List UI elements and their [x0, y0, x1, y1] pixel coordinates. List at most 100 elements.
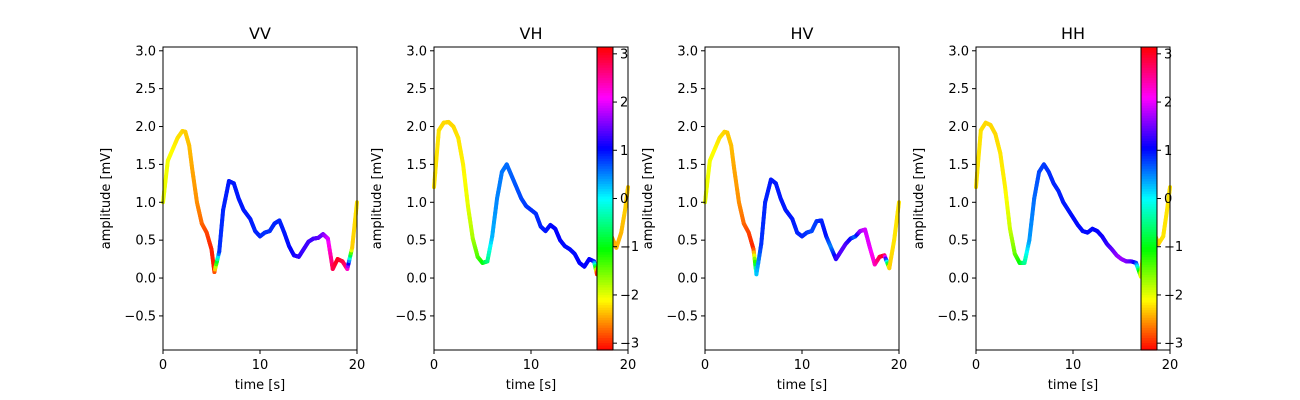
colorbar-band [1141, 218, 1157, 222]
y-tick-label: 0.5 [948, 234, 969, 249]
colorbar-band [1141, 299, 1157, 303]
colorbar-band [597, 322, 613, 326]
x-tick-label: 0 [430, 358, 438, 373]
colorbar-band [1141, 221, 1157, 225]
colorbar-band [1141, 339, 1157, 344]
y-axis-label: amplitude [mV] [370, 148, 385, 250]
colorbar-band [597, 69, 613, 73]
colorbar-tick-label: −3 [1164, 337, 1183, 352]
colorbar-band [1141, 64, 1157, 68]
x-tick-label: 0 [972, 358, 980, 373]
colorbar-band [597, 211, 613, 215]
colorbar-band [597, 271, 613, 275]
colorbar-band [597, 115, 613, 119]
colorbar-tick-label: −2 [620, 288, 639, 303]
y-tick-label: −0.5 [666, 309, 698, 324]
colorbar-band [1141, 238, 1157, 243]
colorbar-band [1141, 251, 1157, 255]
colorbar-band [1141, 54, 1157, 58]
y-tick-label: 1.5 [948, 158, 969, 173]
colorbar-band [1141, 57, 1157, 61]
colorbar-band [1141, 170, 1157, 174]
colorbar-band [1141, 148, 1157, 152]
colorbar-band [597, 190, 613, 195]
colorbar-band [597, 334, 613, 338]
colorbar-band [597, 117, 613, 121]
colorbar-tick-label: −1 [620, 240, 639, 255]
x-tick-label: 10 [794, 358, 811, 373]
colorbar-band [1141, 183, 1157, 187]
colorbar-band [1141, 296, 1157, 301]
colorbar-band [1141, 241, 1157, 245]
colorbar-band [1141, 82, 1157, 86]
x-tick-label: 20 [349, 358, 366, 373]
panel-hv: HV −0.5 0.0 0.5 1.0 1.5 2.0 2.5 3.0 0 10 20 time [s]… [641, 24, 907, 393]
colorbar-band [597, 344, 613, 349]
y-tick-label: 2.0 [948, 120, 969, 135]
colorbar-band [597, 329, 613, 333]
colorbar-band [597, 276, 613, 280]
colorbar-band [1141, 107, 1157, 111]
y-tick-label: 0.5 [677, 234, 698, 249]
colorbar-band [1141, 77, 1157, 81]
colorbar-band [597, 155, 613, 159]
x-axis-label: time [s] [777, 378, 827, 393]
colorbar-band [1141, 137, 1157, 142]
colorbar-band [597, 59, 613, 63]
colorbar-band [1141, 261, 1157, 265]
colorbar-band [597, 206, 613, 210]
colorbar-band [1141, 117, 1157, 121]
colorbar-band [597, 266, 613, 270]
colorbar-band [1141, 201, 1157, 205]
y-tick-label: 0.0 [677, 272, 698, 287]
colorbar-band [1141, 254, 1157, 258]
axes-frame [704, 46, 900, 351]
colorbar-band [597, 243, 613, 248]
colorbar-band [1141, 72, 1157, 76]
colorbar-band [597, 183, 613, 187]
y-tick-label: 0.0 [948, 272, 969, 287]
colorbar-band [597, 279, 613, 283]
colorbar-band [597, 100, 613, 104]
colorbar-band [1141, 322, 1157, 326]
colorbar-tick-label: −2 [1164, 288, 1183, 303]
colorbar-band [597, 120, 613, 124]
colorbar-band [1141, 115, 1157, 119]
y-tick-label: 1.0 [135, 196, 156, 211]
colorbar-band [597, 140, 613, 144]
panel-title: VH [520, 24, 543, 43]
colorbar-band [1141, 127, 1157, 131]
x-axis-label: time [s] [506, 378, 556, 393]
colorbar-band [1141, 347, 1157, 351]
colorbar-band [597, 72, 613, 76]
colorbar-band [597, 130, 613, 134]
colorbar-band [597, 233, 613, 237]
colorbar-band [597, 226, 613, 230]
colorbar-band [597, 105, 613, 109]
y-tick-label: 2.5 [135, 82, 156, 97]
colorbar-band [597, 89, 613, 94]
colorbar-band [597, 281, 613, 285]
panel-title: HV [791, 24, 814, 43]
y-tick-label: 1.5 [135, 158, 156, 173]
axes-frame [162, 46, 358, 351]
colorbar-band [1141, 97, 1157, 101]
colorbar: −3 −2 −1 0 1 2 3 [1140, 46, 1183, 352]
colorbar-band [1141, 160, 1157, 164]
colorbar-band [1141, 236, 1157, 240]
colorbar-band [597, 309, 613, 313]
colorbar-band [1141, 211, 1157, 215]
colorbar-band [1141, 130, 1157, 134]
colorbar-band [597, 254, 613, 258]
colorbar-band [597, 198, 613, 202]
x-tick-label: 10 [523, 358, 540, 373]
x-tick-label: 0 [701, 358, 709, 373]
panel-title: VV [249, 24, 271, 43]
colorbar-band [1141, 307, 1157, 311]
colorbar-band [597, 107, 613, 111]
colorbar-band [1141, 337, 1157, 341]
colorbar-band [1141, 190, 1157, 195]
colorbar-band [1141, 158, 1157, 162]
colorbar-band [1141, 314, 1157, 318]
